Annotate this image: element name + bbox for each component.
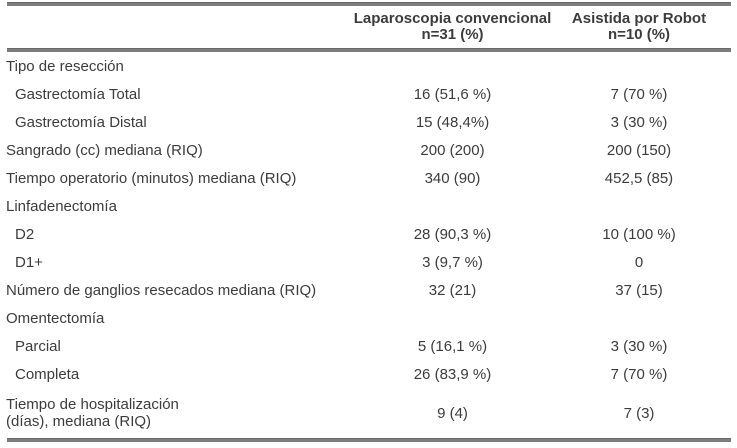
robot-value: 37 (15) [615, 281, 663, 299]
header-conventional-laparoscopy: Laparoscopia convencional n=31 (%) [350, 11, 555, 43]
conv-value: 9 (4) [437, 404, 468, 422]
row-label: Linfadenectomía [6, 197, 117, 215]
row-label: Número de ganglios resecados mediana (RI… [6, 281, 317, 299]
robot-value: 0 [634, 253, 644, 271]
header-separator-rule [7, 48, 731, 52]
row-label: Omentectomía [6, 309, 105, 327]
conv-value: 200 (200) [420, 141, 485, 159]
robot-value: 452,5 (85) [604, 169, 674, 187]
row-label: Sangrado (cc) mediana (RIQ) [6, 141, 203, 159]
robot-value: 10 (100 %) [602, 225, 676, 243]
row-label-line2: (días), mediana (RIQ) [6, 413, 152, 430]
conv-value: 26 (83,9 %) [413, 365, 492, 383]
table-row-hospital-stay: Tiempo de hospitalización (días), median… [0, 388, 737, 438]
table-row-bleeding: Sangrado (cc) mediana (RIQ) 200 (200) 20… [0, 136, 737, 164]
table-row-d1plus: D1+ 3 (9,7 %) 0 [0, 248, 737, 276]
table-bottom-rule [7, 438, 731, 442]
header-robot-title: Asistida por Robot [571, 10, 707, 27]
row-label: Tiempo operatorio (minutos) mediana (RIQ… [6, 169, 297, 187]
row-label-line1: Tiempo de hospitalización [6, 396, 179, 413]
row-label: D1+ [15, 253, 43, 271]
table-row-distal-gastrectomy: Gastrectomía Distal 15 (48,4%) 3 (30 %) [0, 108, 737, 136]
table-row-partial: Parcial 5 (16,1 %) 3 (30 %) [0, 332, 737, 360]
header-robot-assisted: Asistida por Robot n=10 (%) [555, 11, 737, 43]
table-row-total-gastrectomy: Gastrectomía Total 16 (51,6 %) 7 (70 %) [0, 80, 737, 108]
robot-value: 7 (70 %) [610, 85, 668, 103]
row-label: Parcial [15, 337, 61, 355]
robot-value: 3 (30 %) [610, 113, 668, 131]
table-row-lymphadenectomy: Linfadenectomía [0, 192, 737, 220]
header-conventional-n: n=31 (%) [421, 26, 484, 43]
conv-value: 5 (16,1 %) [417, 337, 488, 355]
table-row-complete: Completa 26 (83,9 %) 7 (70 %) [0, 360, 737, 388]
row-label: Gastrectomía Total [15, 85, 141, 103]
row-label: Tiempo de hospitalización (días), median… [0, 396, 350, 430]
table-row-d2: D2 28 (90,3 %) 10 (100 %) [0, 220, 737, 248]
row-label: D2 [15, 225, 35, 243]
robot-value: 200 (150) [606, 141, 672, 159]
table-row-resected-nodes: Número de ganglios resecados mediana (RI… [0, 276, 737, 304]
robot-value: 7 (70 %) [610, 365, 668, 383]
table-top-rule [7, 2, 731, 6]
table-body: Tipo de resección Gastrectomía Total 16 … [0, 52, 737, 438]
conv-value: 32 (21) [428, 281, 477, 299]
table-row-operative-time: Tiempo operatorio (minutos) mediana (RIQ… [0, 164, 737, 192]
conv-value: 15 (48,4%) [415, 113, 490, 131]
robot-value: 7 (3) [623, 404, 655, 422]
row-label: Tipo de resección [6, 57, 124, 75]
table-row-resection-type: Tipo de resección [0, 52, 737, 80]
conv-value: 28 (90,3 %) [413, 225, 492, 243]
table-row-omentectomy: Omentectomía [0, 304, 737, 332]
conv-value: 16 (51,6 %) [413, 85, 492, 103]
conv-value: 340 (90) [424, 169, 481, 187]
header-robot-n: n=10 (%) [607, 26, 671, 43]
header-conventional-title: Laparoscopia convencional [353, 10, 552, 27]
row-label: Gastrectomía Distal [15, 113, 147, 131]
robot-value: 3 (30 %) [610, 337, 668, 355]
conv-value: 3 (9,7 %) [422, 253, 483, 271]
row-label: Completa [15, 365, 80, 383]
table-header-row: Laparoscopia convencional n=31 (%) Asist… [0, 6, 737, 48]
